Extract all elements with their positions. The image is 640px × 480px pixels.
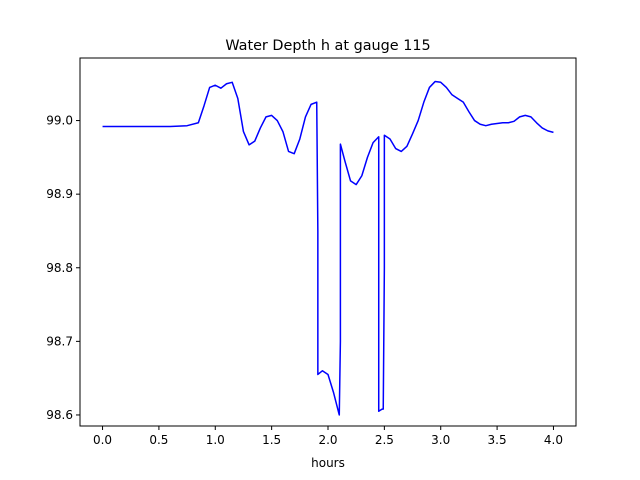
y-tick-label: 98.7 — [46, 334, 73, 348]
y-tick-label: 99.0 — [46, 114, 73, 128]
plot-area — [102, 80, 554, 416]
x-tick-label: 0.5 — [149, 433, 168, 447]
x-tick-label: 0.0 — [93, 433, 112, 447]
y-tick-label: 98.8 — [46, 261, 73, 275]
x-tick-label: 3.5 — [488, 433, 507, 447]
x-tick-label: 4.0 — [544, 433, 563, 447]
chart-title: Water Depth h at gauge 115 — [225, 38, 430, 54]
x-axis-label: hours — [311, 456, 345, 470]
y-tick-label: 98.6 — [46, 408, 73, 422]
x-axis: 0.0 0.5 1.0 1.5 2.0 2.5 3.0 3.5 4.0 — [93, 426, 563, 447]
x-tick-label: 1.5 — [262, 433, 281, 447]
series-line-0 — [102, 80, 554, 416]
x-tick-label: 3.0 — [431, 433, 450, 447]
y-axis: 98.6 98.7 98.8 98.9 99.0 — [46, 114, 80, 422]
axes-frame — [79, 57, 577, 427]
x-tick-label: 1.0 — [206, 433, 225, 447]
x-tick-label: 2.0 — [318, 433, 337, 447]
x-tick-label: 2.5 — [375, 433, 394, 447]
y-tick-label: 98.9 — [46, 187, 73, 201]
